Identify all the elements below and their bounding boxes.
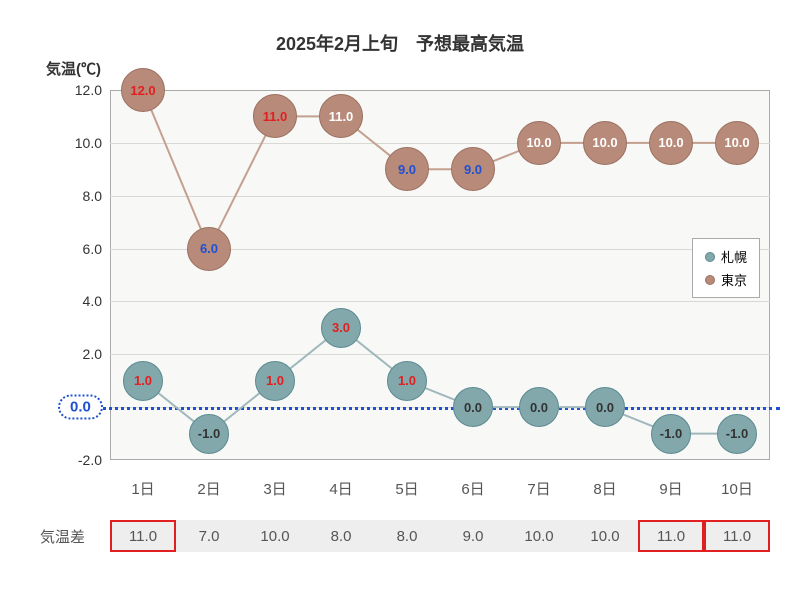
y-tick-label: 8.0 <box>83 188 102 204</box>
data-marker: -1.0 <box>189 414 229 454</box>
x-tick-label: 1日 <box>131 478 154 499</box>
y-axis-label: 気温(℃) <box>46 58 101 79</box>
x-tick-label: 9日 <box>659 478 682 499</box>
gridline <box>110 301 770 302</box>
x-tick-label: 8日 <box>593 478 616 499</box>
data-marker: -1.0 <box>651 414 691 454</box>
legend-item-sapporo: 札幌 <box>705 245 747 268</box>
data-marker: 11.0 <box>319 94 363 138</box>
data-marker: 9.0 <box>451 147 495 191</box>
diff-cell: 7.0 <box>176 520 242 552</box>
legend-marker-icon <box>705 252 715 262</box>
data-marker: 1.0 <box>255 361 295 401</box>
legend-label: 札幌 <box>721 247 747 266</box>
data-marker: 11.0 <box>253 94 297 138</box>
y-tick-label: -2.0 <box>78 452 102 468</box>
data-marker: 10.0 <box>649 121 693 165</box>
y-tick-label: 6.0 <box>83 241 102 257</box>
chart-container: 2025年2月上旬 予想最高気温 気温(℃) -2.0 0.0 2.0 4.0 6.0 8… <box>0 0 800 600</box>
data-marker: 3.0 <box>321 308 361 348</box>
legend-marker-icon <box>705 275 715 285</box>
data-marker: 12.0 <box>121 68 165 112</box>
data-marker: 10.0 <box>583 121 627 165</box>
x-tick-label: 4日 <box>329 478 352 499</box>
diff-cell: 10.0 <box>572 520 638 552</box>
y-tick-label: 12.0 <box>75 82 102 98</box>
legend-item-tokyo: 東京 <box>705 268 747 291</box>
diff-cell: 11.0 <box>110 520 176 552</box>
x-tick-label: 10日 <box>721 478 753 499</box>
data-marker: 6.0 <box>187 227 231 271</box>
data-marker: 1.0 <box>387 361 427 401</box>
data-marker: 10.0 <box>715 121 759 165</box>
chart-title: 2025年2月上旬 予想最高気温 <box>0 30 800 56</box>
diff-cell: 11.0 <box>704 520 770 552</box>
legend-label: 東京 <box>721 270 747 289</box>
diff-table: 気温差 11.07.010.08.08.09.010.010.011.011.0 <box>40 520 770 552</box>
y-tick-label: 10.0 <box>75 135 102 151</box>
zero-line <box>60 407 780 410</box>
zero-badge: 0.0 <box>58 395 103 420</box>
data-marker: 0.0 <box>453 387 493 427</box>
data-marker: -1.0 <box>717 414 757 454</box>
diff-table-label: 気温差 <box>40 526 110 547</box>
diff-cell: 11.0 <box>638 520 704 552</box>
x-tick-label: 6日 <box>461 478 484 499</box>
x-tick-label: 7日 <box>527 478 550 499</box>
data-marker: 9.0 <box>385 147 429 191</box>
gridline <box>110 354 770 355</box>
gridline <box>110 196 770 197</box>
y-tick-label: 4.0 <box>83 293 102 309</box>
diff-cell: 10.0 <box>506 520 572 552</box>
data-marker: 1.0 <box>123 361 163 401</box>
x-tick-label: 5日 <box>395 478 418 499</box>
data-marker: 0.0 <box>585 387 625 427</box>
data-marker: 0.0 <box>519 387 559 427</box>
data-marker: 10.0 <box>517 121 561 165</box>
diff-cell: 10.0 <box>242 520 308 552</box>
diff-cell: 9.0 <box>440 520 506 552</box>
x-tick-label: 2日 <box>197 478 220 499</box>
y-tick-label: 2.0 <box>83 346 102 362</box>
x-tick-label: 3日 <box>263 478 286 499</box>
diff-cell: 8.0 <box>374 520 440 552</box>
legend: 札幌 東京 <box>692 238 760 298</box>
diff-cell: 8.0 <box>308 520 374 552</box>
